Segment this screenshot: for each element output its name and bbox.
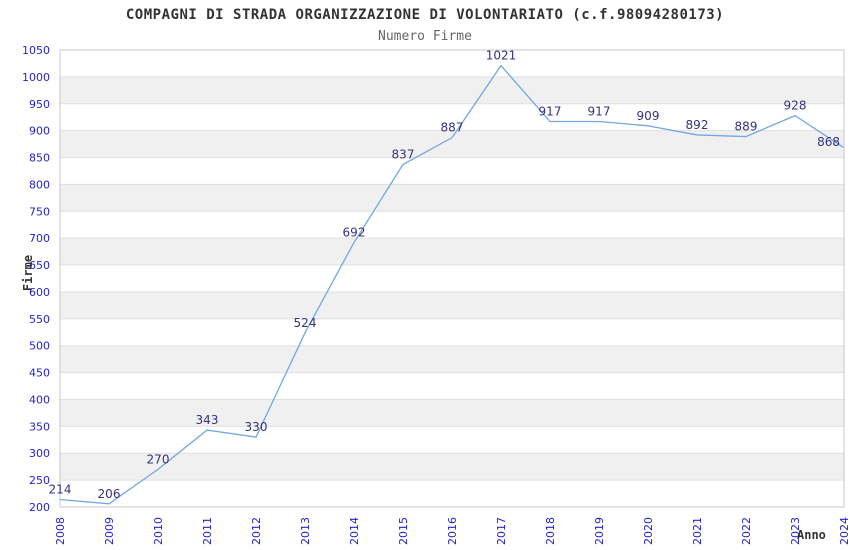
y-tick-label: 700: [29, 232, 50, 245]
plot-band: [60, 291, 844, 319]
plot-border: [59, 49, 845, 508]
y-tick-label: 600: [29, 286, 50, 299]
data-point-label: 928: [784, 99, 807, 113]
y-tick-label: 350: [29, 420, 50, 433]
data-point-label: 343: [196, 413, 219, 427]
data-point-label: 837: [392, 148, 415, 162]
plot-band: [60, 480, 844, 507]
data-point-label: 330: [245, 420, 268, 434]
series-line: [59, 64, 845, 505]
x-tick-label: 2018: [544, 517, 557, 545]
x-tick-label: 2012: [250, 517, 263, 545]
y-tick-label: 850: [29, 152, 50, 165]
plot-band: [60, 318, 844, 346]
y-tick-label: 300: [29, 447, 50, 460]
y-tick-label: 900: [29, 125, 50, 138]
x-tick-label: 2019: [593, 517, 606, 545]
y-tick-label: 450: [29, 367, 50, 380]
data-point-label: 917: [539, 105, 562, 119]
data-point-label: 524: [294, 316, 317, 330]
chart-subtitle: Numero Firme: [378, 29, 472, 44]
y-tick-label: 1000: [22, 71, 50, 84]
data-point-label: 206: [98, 487, 121, 501]
y-tick-label: 950: [29, 98, 50, 111]
y-tick-label: 400: [29, 393, 50, 406]
plot-band: [60, 238, 844, 266]
plot-band: [60, 76, 844, 104]
x-tick-label: 2016: [446, 517, 459, 545]
x-tick-label: 2024: [838, 517, 850, 545]
x-tick-label: 2021: [691, 517, 704, 545]
x-tick-label: 2013: [299, 517, 312, 545]
chart-title: COMPAGNI DI STRADA ORGANIZZAZIONE DI VOL…: [125, 7, 725, 23]
plot-band: [60, 50, 844, 77]
x-tick-label: 2009: [103, 517, 116, 545]
data-point-label: 889: [735, 120, 758, 134]
data-point-label: 909: [637, 109, 660, 123]
x-tick-label: 2017: [495, 517, 508, 545]
x-tick-label: 2020: [642, 517, 655, 545]
plot-band: [60, 157, 844, 185]
x-tick-label: 2010: [152, 517, 165, 545]
data-point-label: 214: [49, 482, 72, 496]
plot-band: [60, 426, 844, 454]
x-tick-label: 2023: [789, 517, 802, 545]
y-tick-label: 250: [29, 474, 50, 487]
data-point-label: 692: [343, 225, 366, 239]
data-point-label: 917: [588, 105, 611, 119]
plot-band: [60, 211, 844, 239]
x-tick-label: 2014: [348, 517, 361, 545]
x-tick-label: 2011: [201, 517, 214, 545]
plot-band: [60, 399, 844, 427]
plot-band: [60, 103, 844, 131]
plot-band: [60, 130, 844, 158]
y-tick-label: 1050: [22, 44, 50, 57]
x-tick-label: 2008: [54, 517, 67, 545]
data-point-label: 270: [147, 452, 170, 466]
y-tick-label: 550: [29, 313, 50, 326]
y-tick-label: 650: [29, 259, 50, 272]
data-point-label: 1021: [486, 49, 517, 63]
data-point-label: 868: [817, 135, 840, 149]
y-tick-label: 200: [29, 501, 50, 514]
y-axis-title: Firme: [21, 254, 35, 292]
plot-band: [60, 345, 844, 373]
data-point-label: 892: [686, 118, 709, 132]
y-tick-label: 750: [29, 205, 50, 218]
y-tick-label: 500: [29, 340, 50, 353]
plot-band: [60, 453, 844, 481]
plot-band: [60, 372, 844, 400]
x-axis-title: Anno: [797, 528, 826, 542]
x-tick-label: 2022: [740, 517, 753, 545]
x-tick-label: 2015: [397, 517, 410, 545]
data-point-label: 887: [441, 121, 464, 135]
plot-band: [60, 265, 844, 292]
plot-band: [60, 184, 844, 212]
y-tick-label: 800: [29, 178, 50, 191]
